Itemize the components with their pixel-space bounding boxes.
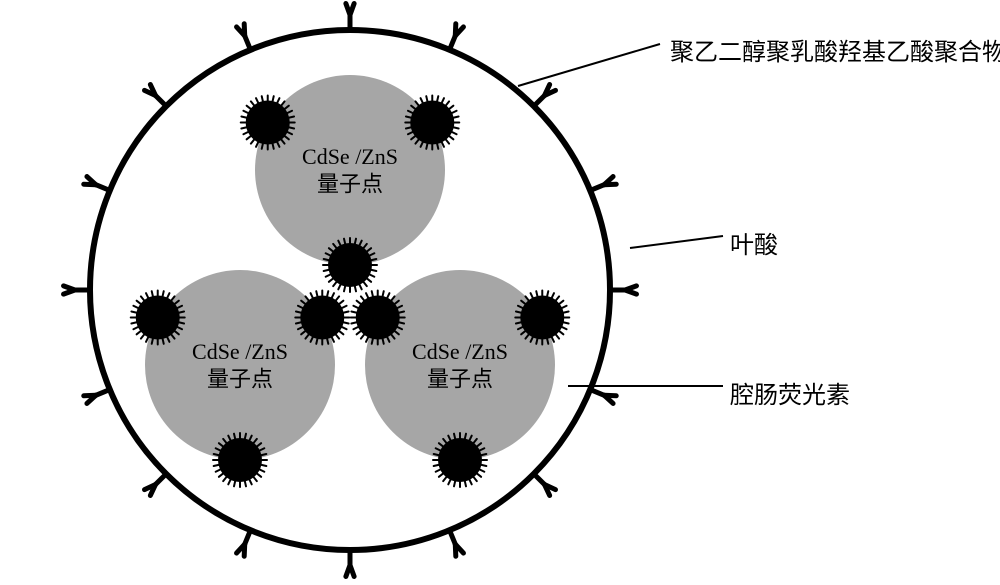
receptor-arm [346, 565, 350, 576]
receptor-arm [350, 4, 354, 15]
diagram-stage: CdSe /ZnS量子点CdSe /ZnS量子点CdSe /ZnS量子点 聚乙二… [0, 0, 1000, 585]
label-membrane: 聚乙二醇聚乳酸羟基乙酸聚合物膜 [670, 32, 1000, 67]
receptor-arm [84, 395, 96, 396]
leader-line [630, 236, 723, 248]
receptor-arm [244, 24, 245, 36]
label-coelenterazine: 腔肠荧光素 [730, 375, 850, 410]
diagram-svg: CdSe /ZnS量子点CdSe /ZnS量子点CdSe /ZnS量子点 [0, 0, 1000, 585]
leader-line [518, 44, 660, 86]
receptor-arm [604, 184, 616, 185]
receptor-arm [64, 286, 75, 290]
label-folate: 叶酸 [730, 225, 778, 260]
receptor-arm [625, 290, 636, 294]
receptor-arm [455, 544, 456, 556]
